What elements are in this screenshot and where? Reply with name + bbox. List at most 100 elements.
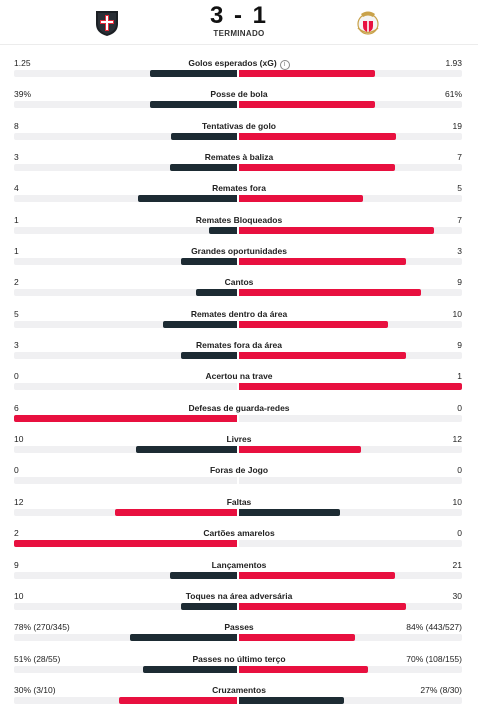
home-stat-value: 12: [14, 496, 24, 507]
away-bar-track: [239, 195, 462, 203]
away-bar-track: [239, 226, 462, 234]
stat-label-text: Cruzamentos: [212, 684, 266, 695]
away-stat-value: 61%: [444, 89, 462, 100]
stat-label: Remates fora: [0, 182, 478, 194]
home-stat-value: 3: [14, 340, 19, 351]
stat-label-text: Grandes oportunidades: [191, 246, 287, 257]
benfica-crest-icon[interactable]: [353, 8, 383, 38]
away-bar-fill: [239, 696, 344, 704]
away-stat-value: 7: [457, 152, 462, 163]
stat-row: 3 Remates à baliza 7: [0, 146, 478, 177]
home-stat-value: 5: [14, 308, 19, 319]
stat-label: Cruzamentos: [0, 684, 478, 696]
away-stat-value: 10: [452, 496, 462, 507]
away-bar-track: [239, 508, 462, 516]
away-bar-fill: [239, 132, 396, 140]
home-stat-value: 1: [14, 246, 19, 257]
stat-row: 39% Posse de bola 61%: [0, 83, 478, 114]
stat-label: Passes: [0, 621, 478, 633]
home-bar-track: [14, 696, 237, 704]
match-status: TERMINADO: [213, 29, 265, 38]
stat-label: Tentativas de golo: [0, 120, 478, 132]
away-bar-track: [239, 665, 462, 673]
away-bar-fill: [239, 164, 395, 172]
home-bar-track: [14, 540, 237, 548]
stat-row: 2 Cartões amarelos 0: [0, 522, 478, 553]
away-bar-fill: [239, 320, 388, 328]
home-stat-value: 6: [14, 402, 19, 413]
away-bar-track: [239, 634, 462, 642]
away-bar-track: [239, 320, 462, 328]
home-stat-value: 2: [14, 277, 19, 288]
stat-row: 4 Remates fora 5: [0, 177, 478, 208]
stat-label: Livres: [0, 433, 478, 445]
stat-row: 8 Tentativas de golo 19: [0, 115, 478, 146]
home-bar-track: [14, 132, 237, 140]
stat-label-text: Acertou na trave: [205, 371, 273, 382]
info-icon[interactable]: i: [279, 60, 290, 70]
home-bar-track: [14, 665, 237, 673]
stat-label: Cantos: [0, 276, 478, 288]
stat-label-text: Cartões amarelos: [203, 528, 275, 539]
stat-label: Cartões amarelos: [0, 527, 478, 539]
home-stat-value: 30% (3/10): [14, 684, 56, 695]
stat-label-text: Remates dentro da área: [190, 308, 288, 319]
home-bar-track: [14, 383, 237, 391]
home-stat-value: 0: [14, 371, 19, 382]
away-stat-value: 12: [452, 434, 462, 445]
away-bar-track: [239, 132, 462, 140]
away-stat-value: 19: [452, 120, 462, 131]
home-bar-track: [14, 602, 237, 610]
home-stat-value: 39%: [14, 89, 32, 100]
away-bar-fill: [239, 634, 355, 642]
away-stat-value: 0: [457, 465, 462, 476]
away-stat-value: 1.93: [445, 58, 462, 68]
home-bar-fill: [136, 446, 237, 454]
away-bar-track: [239, 602, 462, 610]
stat-label-text: Tentativas de golo: [202, 120, 276, 131]
away-stat-value: 7: [457, 214, 462, 225]
away-stat-value: 27% (8/30): [420, 684, 462, 695]
away-bar-track: [239, 289, 462, 297]
home-bar-track: [14, 226, 237, 234]
away-bar-track: [239, 352, 462, 360]
match-header: 3 - 1 TERMINADO: [0, 0, 478, 45]
home-stat-value: 51% (28/55): [14, 653, 61, 664]
stat-row: 78% (270/345) Passes 84% (443/527): [0, 616, 478, 647]
home-stat-value: 10: [14, 434, 24, 445]
home-stat-value: 4: [14, 183, 19, 194]
home-bar-fill: [170, 164, 237, 172]
home-bar-track: [14, 352, 237, 360]
home-stat-value: 78% (270/345): [14, 622, 70, 633]
stat-row: 1 Grandes oportunidades 3: [0, 240, 478, 271]
stat-row: 0 Acertou na trave 1: [0, 365, 478, 396]
away-stat-value: 9: [457, 340, 462, 351]
stat-label: Foras de Jogo: [0, 464, 478, 476]
home-bar-track: [14, 571, 237, 579]
stat-row: 30% (3/10) Cruzamentos 27% (8/30): [0, 679, 478, 710]
stat-row: 2 Cantos 9: [0, 271, 478, 302]
stat-row: 12 Faltas 10: [0, 491, 478, 522]
stat-row: 10 Livres 12: [0, 428, 478, 459]
stat-label: Acertou na trave: [0, 370, 478, 382]
home-stat-value: 9: [14, 559, 19, 570]
stat-row: 1.25 Golos esperados (xG) i 1.93: [0, 52, 478, 83]
away-bar-fill: [239, 446, 361, 454]
home-bar-fill: [115, 508, 237, 516]
stat-label: Remates dentro da área: [0, 308, 478, 320]
home-bar-fill: [163, 320, 237, 328]
home-bar-track: [14, 70, 237, 77]
stat-label: Remates à baliza: [0, 151, 478, 163]
stat-label-text: Remates fora da área: [196, 340, 282, 351]
stat-label: Golos esperados (xG) i: [0, 57, 478, 70]
home-bar-fill: [138, 195, 237, 203]
stat-label: Faltas: [0, 496, 478, 508]
away-bar-fill: [239, 665, 368, 673]
stat-label-text: Lançamentos: [211, 559, 267, 570]
away-bar-fill: [239, 571, 395, 579]
casa-pia-crest-icon[interactable]: [92, 8, 122, 38]
away-bar-track: [239, 477, 462, 485]
away-bar-track: [239, 383, 462, 391]
home-bar-fill: [14, 540, 237, 548]
home-stat-value: 0: [14, 465, 19, 476]
